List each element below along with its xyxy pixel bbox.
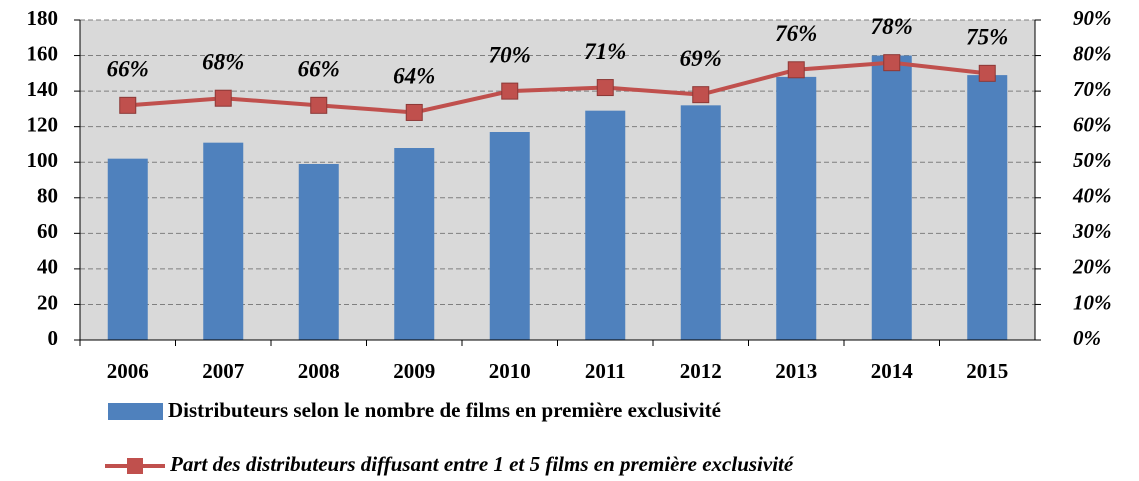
- y-tick-label: 140: [27, 77, 59, 101]
- y-tick-label: 180: [27, 6, 59, 30]
- data-label: 66%: [107, 57, 149, 82]
- x-tick-label: 2012: [680, 359, 722, 383]
- y-tick-label: 40: [37, 255, 58, 279]
- legend-swatch: [108, 403, 163, 420]
- x-tick-label: 2009: [393, 359, 435, 383]
- x-tick-label: 2007: [202, 359, 244, 383]
- marker: [978, 64, 996, 82]
- y-tick-label: 160: [27, 41, 59, 65]
- bar: [298, 164, 339, 340]
- x-tick-label: 2015: [966, 359, 1008, 383]
- data-label: 75%: [966, 25, 1008, 50]
- x-tick-label: 2014: [871, 359, 914, 383]
- bar: [489, 132, 530, 340]
- y-tick-label: 80: [37, 184, 58, 208]
- y2-tick-label: 90%: [1073, 6, 1112, 30]
- data-label: 76%: [775, 21, 817, 46]
- x-tick-label: 2010: [489, 359, 531, 383]
- marker: [787, 61, 805, 79]
- y2-tick-label: 50%: [1073, 148, 1112, 172]
- x-tick-label: 2006: [107, 359, 149, 383]
- y2-tick-label: 20%: [1072, 255, 1112, 279]
- marker: [214, 89, 232, 107]
- y2-tick-label: 60%: [1073, 112, 1112, 136]
- legend-label: Distributeurs selon le nombre de films e…: [168, 398, 721, 422]
- line: [127, 60, 988, 115]
- data-label: 70%: [489, 42, 531, 67]
- bar: [680, 105, 721, 340]
- y-tick-label: 120: [27, 112, 59, 136]
- legend-marker: [127, 458, 143, 474]
- data-label: 68%: [202, 50, 244, 75]
- x-tick-label: 2013: [775, 359, 817, 383]
- bar: [394, 148, 435, 340]
- bar: [107, 158, 148, 340]
- x-tick-label: 2008: [298, 359, 340, 383]
- data-label: 69%: [680, 46, 722, 71]
- marker: [405, 103, 423, 121]
- data-label: 78%: [871, 14, 913, 39]
- bar: [776, 76, 817, 340]
- y2-tick-label: 40%: [1072, 184, 1112, 208]
- bar: [203, 142, 244, 340]
- legend-label: Part des distributeurs diffusant entre 1…: [169, 452, 794, 476]
- marker: [692, 86, 710, 104]
- y-tick-label: 0: [48, 326, 59, 350]
- data-label: 71%: [584, 39, 626, 64]
- y-tick-label: 60: [37, 219, 58, 243]
- bar: [871, 55, 912, 341]
- y-tick-label: 100: [27, 148, 59, 172]
- marker: [310, 96, 328, 114]
- y2-tick-label: 10%: [1073, 290, 1112, 314]
- marker: [596, 79, 614, 97]
- data-label: 66%: [298, 57, 340, 82]
- y2-tick-label: 80%: [1073, 41, 1112, 65]
- marker: [883, 54, 901, 72]
- bar: [585, 110, 626, 341]
- y2-tick-label: 0%: [1073, 326, 1101, 350]
- y-tick-label: 20: [37, 290, 58, 314]
- y2-tick-label: 70%: [1073, 77, 1112, 101]
- y2-tick-label: 30%: [1072, 219, 1112, 243]
- bar: [967, 75, 1008, 340]
- marker: [501, 82, 519, 100]
- x-tick-label: 2011: [585, 359, 626, 383]
- data-label: 64%: [393, 64, 435, 89]
- marker: [119, 96, 137, 114]
